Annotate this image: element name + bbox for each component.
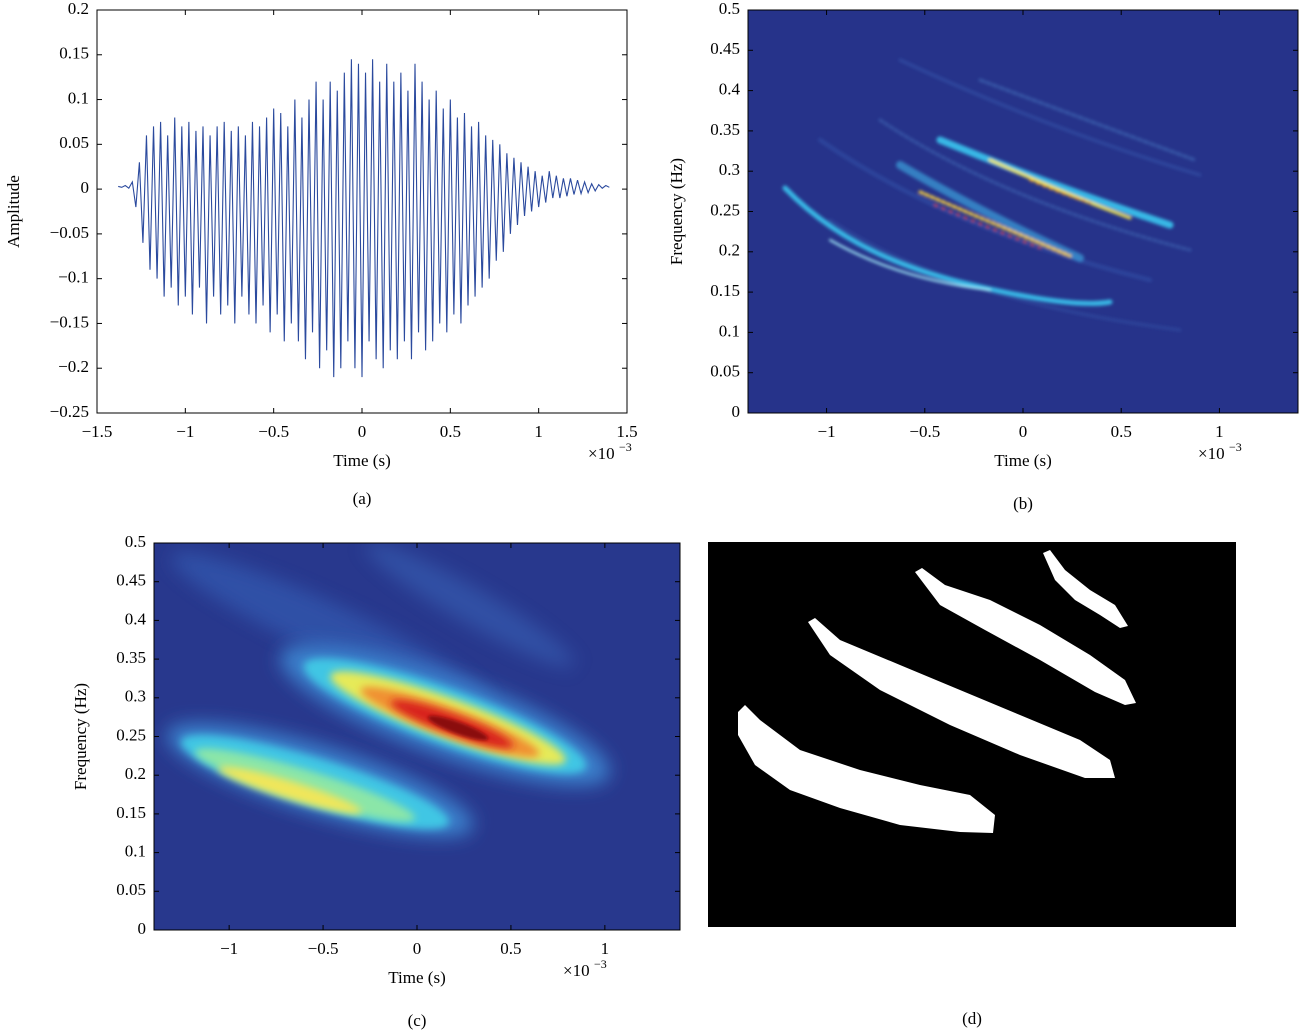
- signal-line: [118, 59, 610, 378]
- x-tick-label: 0.5: [440, 422, 461, 441]
- y-axis-label: Amplitude: [4, 175, 23, 248]
- y-tick-label: 0.2: [719, 241, 740, 260]
- x-tick-label: −1: [220, 939, 238, 958]
- y-tick-label: 0.4: [719, 80, 741, 99]
- x-tick-label: 1: [534, 422, 543, 441]
- caption: (c): [408, 1011, 427, 1030]
- x-multiplier-exponent: −3: [619, 440, 632, 454]
- y-axis-label: Frequency (Hz): [71, 683, 90, 790]
- y-tick-label: 0.1: [719, 321, 740, 340]
- y-tick-label: −0.1: [58, 268, 89, 287]
- y-tick-label: 0.05: [116, 880, 146, 899]
- x-tick-label: −0.5: [308, 939, 339, 958]
- y-tick-label: 0: [732, 402, 741, 421]
- x-tick-label: 0.5: [500, 939, 521, 958]
- x-tick-label: −0.5: [909, 422, 940, 441]
- y-axis-label: Frequency (Hz): [667, 158, 686, 265]
- x-axis-label: Time (s): [388, 968, 445, 987]
- x-tick-label: −1: [818, 422, 836, 441]
- x-axis-label: Time (s): [994, 451, 1051, 470]
- y-tick-label: −0.25: [50, 402, 89, 421]
- y-tick-label: 0.1: [125, 842, 146, 861]
- caption: (b): [1013, 494, 1033, 513]
- x-tick-label: 0.5: [1111, 422, 1132, 441]
- caption: (d): [962, 1009, 982, 1028]
- x-multiplier-exponent: −3: [1229, 440, 1242, 454]
- y-tick-label: 0.05: [710, 362, 740, 381]
- y-tick-label: 0.15: [710, 281, 740, 300]
- y-tick-label: −0.15: [50, 312, 89, 331]
- y-tick-label: 0: [138, 919, 147, 938]
- y-tick-label: 0.5: [125, 532, 146, 551]
- x-tick-label: −1.5: [82, 422, 113, 441]
- x-multiplier-exponent: −3: [594, 957, 607, 971]
- spectrogram-b: [748, 10, 1298, 413]
- y-tick-label: 0.2: [125, 764, 146, 783]
- y-tick-label: 0: [81, 178, 90, 197]
- y-tick-label: 0.45: [710, 39, 740, 58]
- y-tick-label: 0.45: [116, 571, 146, 590]
- y-tick-label: 0.5: [719, 0, 740, 18]
- y-tick-label: 0.35: [116, 648, 146, 667]
- y-tick-label: −0.05: [50, 223, 89, 242]
- x-tick-label: −1: [176, 422, 194, 441]
- x-tick-label: 0: [1019, 422, 1028, 441]
- y-tick-label: 0.3: [125, 687, 146, 706]
- x-tick-label: 0: [358, 422, 367, 441]
- x-multiplier: ×10: [563, 961, 590, 980]
- y-tick-label: 0.35: [710, 120, 740, 139]
- y-tick-label: 0.3: [719, 160, 740, 179]
- x-axis-label: Time (s): [333, 451, 390, 470]
- x-tick-label: −0.5: [258, 422, 289, 441]
- x-tick-label: 1: [1215, 422, 1224, 441]
- y-tick-label: 0.15: [59, 44, 89, 63]
- x-tick-label: 1.5: [616, 422, 637, 441]
- y-tick-label: 0.25: [116, 725, 146, 744]
- x-tick-label: 0: [413, 939, 422, 958]
- y-tick-label: 0.2: [68, 0, 89, 18]
- x-tick-label: 1: [601, 939, 610, 958]
- y-tick-label: −0.2: [58, 357, 89, 376]
- x-multiplier: ×10: [588, 444, 615, 463]
- y-tick-label: 0.05: [59, 133, 89, 152]
- x-multiplier: ×10: [1198, 444, 1225, 463]
- spectrogram-c: [154, 543, 680, 930]
- y-tick-label: 0.1: [68, 88, 89, 107]
- y-tick-label: 0.15: [116, 803, 146, 822]
- y-tick-label: 0.25: [710, 200, 740, 219]
- y-tick-label: 0.4: [125, 609, 147, 628]
- binary-mask: [708, 542, 1236, 927]
- caption: (a): [353, 489, 372, 508]
